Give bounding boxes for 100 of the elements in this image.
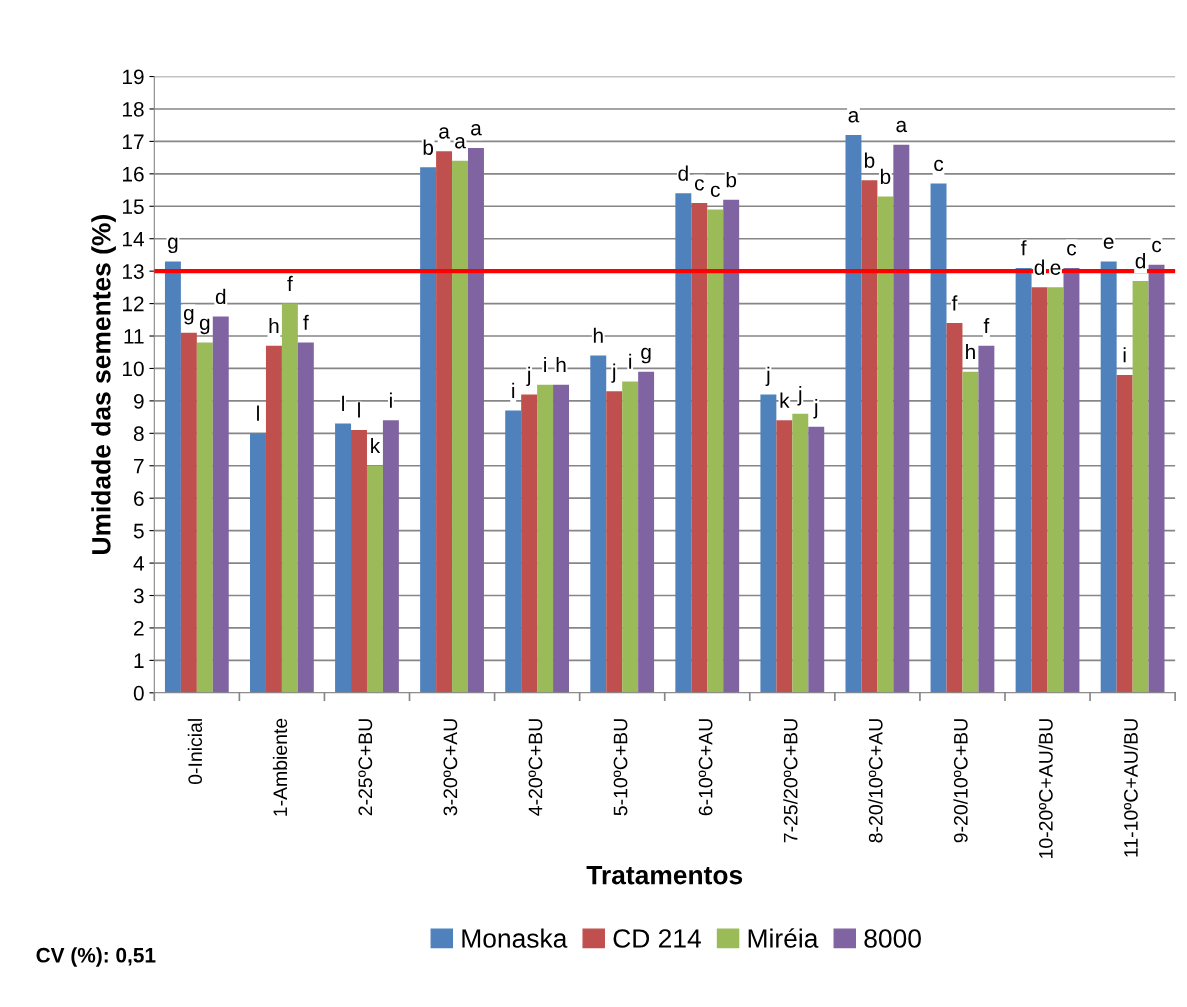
data-label: g <box>168 237 178 254</box>
y-tick-label: 18 <box>123 101 144 117</box>
x-tick-label: 2-25ºC+BU <box>358 719 373 816</box>
data-label: d <box>215 288 226 305</box>
bar <box>877 196 894 693</box>
bar <box>590 355 607 693</box>
bar <box>1047 287 1064 693</box>
bar <box>1132 280 1149 693</box>
y-tick-label: 8 <box>133 426 144 442</box>
bar <box>382 420 399 693</box>
data-label: i <box>1123 347 1126 363</box>
data-label: g <box>641 347 651 364</box>
bar <box>776 420 793 693</box>
bar <box>212 316 229 693</box>
x-tick-label: 11-10ºC+AU/BU <box>1123 719 1138 857</box>
x-tick-label: 1-Ambiente <box>272 718 288 816</box>
x-axis-title: Tratamentos <box>586 866 743 885</box>
data-label: g <box>183 308 194 325</box>
bar <box>675 193 692 693</box>
bar <box>638 371 655 693</box>
bar <box>281 303 298 693</box>
bar <box>1100 261 1117 693</box>
bar <box>265 345 282 693</box>
bar <box>893 144 910 693</box>
y-tick-label: 0 <box>133 685 144 701</box>
bar <box>1148 264 1165 693</box>
y-tick-label: 4 <box>133 556 144 571</box>
data-label: l <box>358 402 360 418</box>
data-label: j <box>611 363 616 383</box>
bar <box>1116 374 1133 693</box>
x-tick-label: 0-Inicial <box>187 719 203 785</box>
bar <box>436 151 453 693</box>
y-tick-label: 17 <box>123 134 144 149</box>
data-label: b <box>726 172 737 188</box>
y-tick-label: 19 <box>123 69 144 85</box>
y-tick-label: 16 <box>123 166 144 182</box>
data-label: l <box>257 405 259 421</box>
data-label: j <box>813 399 818 419</box>
bar <box>691 203 708 693</box>
data-label: h <box>966 343 975 360</box>
bar <box>962 371 979 693</box>
data-label: c <box>1067 244 1077 256</box>
data-label: a <box>455 137 466 149</box>
y-tick-label: 12 <box>123 296 144 312</box>
data-label: i <box>629 353 632 369</box>
x-tick-label: 6-10ºC+AU <box>698 719 713 816</box>
data-label: l <box>342 395 344 411</box>
legend-label: CD 214 <box>613 929 701 948</box>
data-label: j <box>797 386 802 406</box>
data-label: a <box>471 124 482 136</box>
bar <box>845 134 862 693</box>
data-label: b <box>864 152 875 168</box>
x-tick-label: 7-25/20ºC+BU <box>783 719 798 843</box>
x-tick-label: 4-20ºC+BU <box>528 719 543 816</box>
bar <box>553 384 570 693</box>
y-tick-label: 9 <box>133 393 144 409</box>
bar <box>946 323 963 693</box>
data-label: a <box>848 111 860 123</box>
data-label: b <box>423 139 434 155</box>
y-tick-label: 5 <box>133 523 144 539</box>
bar <box>250 433 266 693</box>
data-label: e <box>1103 237 1114 249</box>
data-label: h <box>556 356 566 373</box>
bar <box>180 332 197 693</box>
bar <box>1015 267 1032 693</box>
data-label: g <box>199 318 210 335</box>
bar <box>420 167 437 693</box>
data-label: k <box>371 438 381 454</box>
y-tick-label: 13 <box>123 264 144 279</box>
data-label: d <box>1034 259 1044 275</box>
data-label: e <box>1050 263 1061 275</box>
bar <box>196 342 213 693</box>
data-label: c <box>710 185 720 198</box>
y-tick-label: 10 <box>123 361 144 377</box>
bar <box>1031 287 1048 693</box>
bar <box>606 391 623 693</box>
bar <box>335 423 352 693</box>
data-label: c <box>1152 240 1162 253</box>
data-label: c <box>934 159 944 172</box>
bar <box>164 261 181 693</box>
y-tick-label: 1 <box>134 653 144 668</box>
y-axis-title: Umidade das sementes (%) <box>91 215 116 554</box>
data-label: a <box>896 120 908 133</box>
legend-label: 8000 <box>864 929 921 948</box>
y-tick-label: 2 <box>134 620 144 636</box>
y-tick-label: 3 <box>133 588 144 604</box>
data-label: j <box>526 366 531 387</box>
bar <box>808 426 825 693</box>
bar <box>861 180 878 693</box>
y-tick-label: 6 <box>134 491 144 506</box>
bar <box>723 199 740 693</box>
bar <box>1063 267 1080 693</box>
data-label: i <box>389 392 392 408</box>
data-label: f <box>951 295 958 311</box>
bar <box>297 342 314 693</box>
x-tick-label: 5-10ºC+BU <box>613 719 628 816</box>
data-label: h <box>269 318 279 334</box>
data-label: a <box>439 127 450 139</box>
data-label: c <box>694 179 704 191</box>
bar <box>930 183 947 693</box>
